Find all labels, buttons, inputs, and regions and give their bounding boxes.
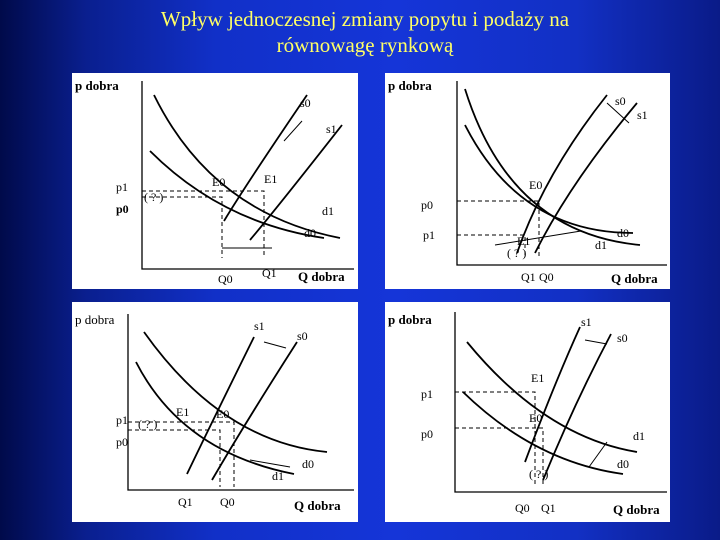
y-axis-label: p dobra — [75, 78, 119, 93]
x-axis-label: Q dobra — [613, 502, 660, 517]
label-p0: p0 — [116, 435, 128, 449]
x-axis-label: Q dobra — [611, 271, 658, 286]
axes — [456, 81, 667, 266]
label-e1: E1 — [176, 405, 189, 419]
y-axis-label: p dobra — [388, 78, 432, 93]
demand-curve-d1 — [464, 88, 641, 246]
label-s1: s1 — [637, 108, 648, 122]
equilibrium-e0-guides — [128, 421, 235, 487]
label-s1: s1 — [254, 319, 265, 333]
label-e1: E1 — [531, 371, 544, 385]
label-q1: Q1 — [541, 501, 556, 515]
label-s1: s1 — [326, 122, 337, 136]
equilibrium-e1-guides — [457, 234, 526, 258]
supply-shift-arrow — [283, 120, 303, 142]
supply-shift-arrow — [584, 339, 608, 345]
label-e1: E1 — [264, 172, 277, 186]
equilibrium-e1-guides — [455, 391, 536, 487]
supply-shift-arrow — [606, 102, 630, 124]
equilibrium-e0-guides — [142, 196, 223, 258]
supply-curve-s1 — [524, 326, 581, 463]
label-s0: s0 — [300, 96, 311, 110]
label-d1: d1 — [595, 238, 607, 252]
label-p0: p0 — [421, 427, 433, 441]
question-mark: ( ? ) — [138, 417, 157, 431]
label-q1: Q1 — [178, 495, 193, 509]
supply-curve-s1 — [186, 336, 255, 475]
label-d0: d0 — [304, 226, 316, 240]
label-q1: Q1 — [521, 270, 536, 284]
label-p0: p0 — [421, 198, 433, 212]
y-axis-label: p dobra — [388, 312, 432, 327]
supply-shift-arrow — [263, 341, 287, 349]
supply-curve-s0 — [223, 94, 308, 222]
x-axis-label: Q dobra — [298, 269, 345, 284]
label-s0: s0 — [615, 94, 626, 108]
supply-curve-s1 — [534, 102, 638, 254]
label-p0: p0 — [116, 202, 129, 216]
demand-shift-arrow — [588, 441, 608, 468]
label-e0: E0 — [529, 411, 542, 425]
demand-curve-d0 — [149, 150, 325, 239]
label-q0: Q0 — [220, 495, 235, 509]
demand-curve-d0 — [464, 124, 634, 234]
label-q0: Q0 — [515, 501, 530, 515]
equilibrium-e0-guides — [455, 427, 544, 487]
title-line-1: Wpływ jednoczesnej zmiany popytu i podaż… — [160, 7, 570, 31]
label-d0: d0 — [617, 457, 629, 471]
label-e0: E0 — [216, 407, 229, 421]
demand-curve-d1 — [466, 341, 638, 453]
diagram-panel-3: p dobra Q dobra s1 s0 d0 d1 E1 E0 p1 p0 … — [72, 302, 358, 522]
diagram-panel-1: p dobra Q dobra s0 s1 d1 d0 E0 E1 p1 p0 … — [72, 73, 358, 289]
label-d0: d0 — [302, 457, 314, 471]
panel-3-svg: p dobra Q dobra s1 s0 d0 d1 E1 E0 p1 p0 … — [75, 312, 354, 513]
panel-1-svg: p dobra Q dobra s0 s1 d1 d0 E0 E1 p1 p0 … — [75, 78, 354, 286]
x-axis-label: Q dobra — [294, 498, 341, 513]
axes — [127, 314, 354, 491]
demand-curve-d0 — [462, 391, 624, 475]
equilibrium-e1-guides — [128, 429, 221, 487]
label-p1: p1 — [423, 228, 435, 242]
y-axis-label: p dobra — [75, 312, 115, 327]
supply-curve-s0 — [542, 333, 612, 481]
label-e0: E0 — [212, 175, 225, 189]
label-s0: s0 — [617, 331, 628, 345]
equilibrium-e0-guides — [457, 200, 540, 258]
demand-curve-d1 — [135, 361, 295, 475]
label-s1: s1 — [581, 315, 592, 329]
question-mark: ( ? ) — [144, 190, 163, 204]
label-d1: d1 — [272, 469, 284, 483]
question-mark: ( ? ) — [529, 467, 548, 481]
axes — [141, 81, 354, 270]
label-p1: p1 — [421, 387, 433, 401]
label-d1: d1 — [322, 204, 334, 218]
label-e1: E1 — [517, 234, 530, 248]
label-e0: E0 — [529, 178, 542, 192]
label-q0: Q0 — [218, 272, 233, 286]
demand-shift-arrow — [249, 459, 291, 468]
supply-curve-s0 — [516, 94, 608, 254]
label-q0: Q0 — [539, 270, 554, 284]
label-p1: p1 — [116, 413, 128, 427]
panel-2-svg: p dobra Q dobra s0 s1 d0 d1 E0 E1 p0 p1 … — [388, 78, 667, 286]
panel-4-svg: p dobra Q dobra s1 s0 d1 d0 E1 E0 p1 p0 … — [388, 312, 667, 517]
label-s0: s0 — [297, 329, 308, 343]
label-d1: d1 — [633, 429, 645, 443]
axes — [454, 312, 667, 493]
question-mark: ( ? ) — [507, 246, 526, 260]
diagram-panel-2: p dobra Q dobra s0 s1 d0 d1 E0 E1 p0 p1 … — [385, 73, 670, 289]
label-d0: d0 — [617, 226, 629, 240]
supply-curve-s1 — [249, 124, 343, 241]
demand-curve-d1 — [153, 94, 341, 239]
diagram-panel-4: p dobra Q dobra s1 s0 d1 d0 E1 E0 p1 p0 … — [385, 302, 670, 522]
equilibrium-e1-guides — [142, 190, 265, 258]
demand-curve-d0 — [143, 331, 328, 453]
title-line-2: równowagę rynkową — [276, 33, 454, 57]
label-q1: Q1 — [262, 266, 277, 280]
slide-title: Wpływ jednoczesnej zmiany popytu i podaż… — [80, 6, 650, 58]
demand-shift-arrow — [494, 230, 582, 246]
label-p1: p1 — [116, 180, 128, 194]
